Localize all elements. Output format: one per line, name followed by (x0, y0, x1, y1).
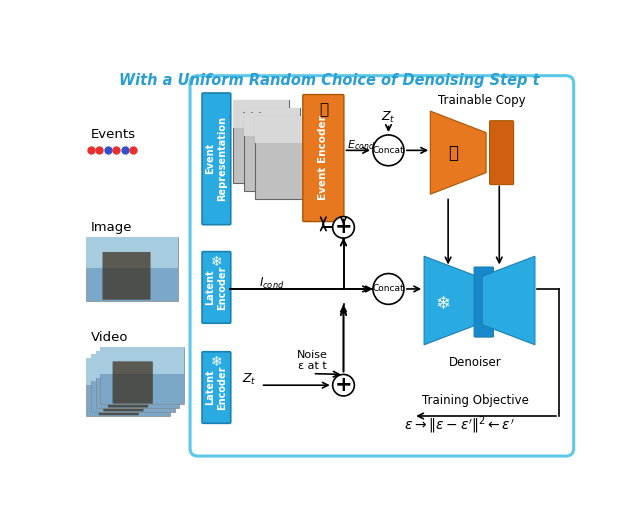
Text: Denoiser: Denoiser (449, 355, 502, 369)
Text: ❄: ❄ (435, 295, 451, 313)
FancyBboxPatch shape (202, 93, 231, 225)
Text: $E_{cond}$: $E_{cond}$ (347, 138, 374, 152)
FancyBboxPatch shape (91, 354, 175, 381)
Circle shape (333, 374, 355, 396)
Text: $Z_t$: $Z_t$ (381, 110, 396, 125)
Text: With a Uniform Random Choice of Denoising Step t: With a Uniform Random Choice of Denoisin… (119, 73, 540, 89)
Text: Training Objective: Training Objective (422, 394, 529, 407)
FancyBboxPatch shape (86, 358, 170, 385)
Text: $Z_t$: $Z_t$ (242, 371, 256, 387)
FancyBboxPatch shape (490, 121, 514, 184)
FancyBboxPatch shape (95, 351, 179, 408)
FancyBboxPatch shape (202, 252, 231, 323)
FancyBboxPatch shape (113, 362, 153, 404)
Text: +: + (335, 375, 352, 395)
FancyBboxPatch shape (234, 100, 289, 128)
Polygon shape (482, 256, 535, 345)
Circle shape (373, 273, 404, 304)
Polygon shape (430, 111, 486, 194)
Polygon shape (424, 256, 477, 345)
Text: Trainable Copy: Trainable Copy (438, 94, 525, 107)
FancyBboxPatch shape (234, 100, 289, 183)
Text: Noise
ε at t: Noise ε at t (297, 350, 328, 371)
Text: ❄: ❄ (211, 255, 222, 269)
FancyBboxPatch shape (474, 267, 493, 337)
Text: Latent
Encoder: Latent Encoder (205, 365, 227, 410)
Circle shape (333, 217, 355, 238)
Text: Video: Video (91, 331, 129, 344)
Text: Events: Events (91, 128, 136, 142)
FancyBboxPatch shape (99, 373, 139, 415)
Text: . . .: . . . (242, 103, 262, 116)
FancyBboxPatch shape (255, 116, 311, 199)
FancyBboxPatch shape (95, 351, 179, 377)
Text: Concat: Concat (372, 146, 404, 155)
Text: $I_{cond}$: $I_{cond}$ (259, 276, 285, 291)
Text: Latent
Encoder: Latent Encoder (205, 265, 227, 310)
FancyBboxPatch shape (108, 365, 148, 407)
FancyBboxPatch shape (91, 354, 175, 412)
FancyBboxPatch shape (86, 358, 170, 416)
FancyBboxPatch shape (244, 108, 300, 191)
FancyBboxPatch shape (100, 347, 184, 404)
FancyBboxPatch shape (255, 116, 311, 143)
Text: ❄: ❄ (211, 355, 222, 369)
FancyBboxPatch shape (100, 347, 184, 374)
FancyBboxPatch shape (202, 352, 231, 423)
Text: 🔥: 🔥 (319, 102, 328, 117)
FancyBboxPatch shape (86, 237, 178, 300)
Text: $\varepsilon\rightarrow\|\varepsilon - \varepsilon'\|^2\leftarrow \varepsilon'$: $\varepsilon\rightarrow\|\varepsilon - \… (404, 415, 515, 436)
Text: 🔥: 🔥 (449, 144, 458, 162)
Circle shape (373, 135, 404, 166)
Text: Event Encoder: Event Encoder (318, 116, 328, 200)
Text: +: + (335, 217, 352, 237)
Text: Concat: Concat (372, 284, 404, 294)
Text: Event
Representation: Event Representation (205, 116, 227, 201)
Text: Image: Image (91, 221, 132, 234)
FancyBboxPatch shape (303, 95, 344, 221)
FancyBboxPatch shape (102, 252, 150, 300)
FancyBboxPatch shape (244, 108, 300, 136)
FancyBboxPatch shape (103, 369, 143, 411)
FancyBboxPatch shape (86, 237, 178, 268)
